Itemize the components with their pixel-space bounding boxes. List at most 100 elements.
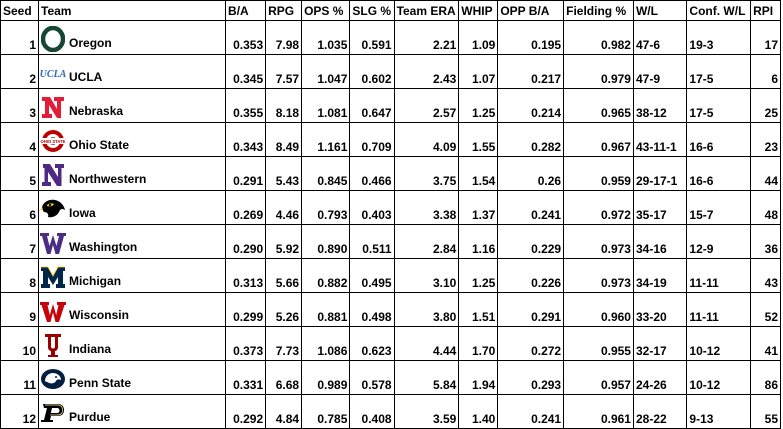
team-cell: Indiana [38,326,227,361]
rpg-cell: 5.26 [265,292,303,327]
team-cell: Purdue [38,394,227,429]
ohio-state-logo-icon: OHIO STATE [40,128,67,154]
wl-cell: 33-20 [632,292,688,327]
ops-cell: 1.035 [301,20,351,55]
whip-cell: 1.25 [458,258,499,293]
ops-cell: 0.793 [301,190,351,225]
whip-cell: 1.09 [458,20,499,55]
rpi-cell: 43 [750,258,781,293]
table-row: 3 Nebraska 0.355 8.18 1.081 0.647 2.57 1… [0,88,781,123]
opp-ba-cell: 0.282 [497,122,565,157]
conf-wl-cell: 12-9 [686,224,752,259]
team-cell: OHIO STATE Ohio State [38,122,227,157]
header-opp-ba: OPP B/A [497,0,565,21]
team-cell: Iowa [38,190,227,225]
team-cell: Oregon [38,20,227,55]
ucla-script-logo-icon: UCLA [40,60,66,86]
whip-cell: 1.07 [458,54,499,89]
rpi-cell: 55 [750,394,781,429]
header-rpi: RPI [750,0,781,21]
team-name: Iowa [69,206,96,220]
rpi-cell: 17 [750,20,781,55]
opp-ba-cell: 0.241 [497,190,565,225]
era-cell: 2.57 [393,88,460,123]
wl-cell: 47-6 [632,20,688,55]
team-cell: Michigan [38,258,227,293]
ba-cell: 0.313 [225,258,267,293]
rpg-cell: 7.73 [265,326,303,361]
whip-cell: 1.55 [458,122,499,157]
whip-cell: 1.37 [458,190,499,225]
rpi-cell: 41 [750,326,781,361]
fielding-cell: 0.955 [563,326,634,361]
conf-wl-cell: 17-5 [686,88,752,123]
fielding-cell: 0.965 [563,88,634,123]
rpg-cell: 5.92 [265,224,303,259]
rpg-cell: 5.43 [265,156,303,191]
wl-cell: 34-16 [632,224,688,259]
iowa-hawkeye-logo-icon [40,196,66,222]
team-name: Michigan [69,274,122,288]
team-name: Purdue [69,410,111,424]
ba-cell: 0.331 [225,360,267,395]
fielding-cell: 0.972 [563,190,634,225]
header-fielding: Fielding % [563,0,634,21]
seed-cell: 2 [0,54,40,89]
ops-cell: 0.890 [301,224,351,259]
slg-cell: 0.591 [349,20,395,55]
era-cell: 2.43 [393,54,460,89]
conf-wl-cell: 10-12 [686,360,752,395]
team-cell: Northwestern [38,156,227,191]
team-cell: Penn State [38,360,227,395]
penn-state-lion-logo-icon [40,366,66,392]
ba-cell: 0.299 [225,292,267,327]
ba-cell: 0.269 [225,190,267,225]
rpg-cell: 7.57 [265,54,303,89]
header-seed: Seed [0,0,40,21]
ops-cell: 0.845 [301,156,351,191]
slg-cell: 0.602 [349,54,395,89]
fielding-cell: 0.973 [563,224,634,259]
opp-ba-cell: 0.229 [497,224,565,259]
slg-cell: 0.466 [349,156,395,191]
header-slg: SLG % [349,0,395,21]
conf-wl-cell: 16-6 [686,122,752,157]
team-name: Nebraska [69,104,124,118]
fielding-cell: 0.967 [563,122,634,157]
header-conf-wl: Conf. W/L [686,0,752,21]
ops-cell: 0.882 [301,258,351,293]
wl-cell: 47-9 [632,54,688,89]
ba-cell: 0.345 [225,54,267,89]
ba-cell: 0.353 [225,20,267,55]
team-name: Penn State [69,376,132,390]
rpg-cell: 5.66 [265,258,303,293]
wl-cell: 35-17 [632,190,688,225]
indiana-iu-logo-icon [40,332,66,358]
ops-cell: 1.047 [301,54,351,89]
seed-cell: 8 [0,258,40,293]
table-row: 10 Indiana 0.373 7.73 1.086 0.623 4.44 1… [0,326,781,361]
team-cell: Wisconsin [38,292,227,327]
conf-wl-cell: 11-11 [686,292,752,327]
header-team: Team [38,0,227,21]
ba-cell: 0.373 [225,326,267,361]
seed-cell: 6 [0,190,40,225]
wl-cell: 29-17-1 [632,156,688,191]
era-cell: 5.84 [393,360,460,395]
slg-cell: 0.578 [349,360,395,395]
header-row: Seed Team B/A RPG OPS % SLG % Team ERA W… [0,0,781,21]
header-ops: OPS % [301,0,351,21]
whip-cell: 1.94 [458,360,499,395]
rpg-cell: 4.84 [265,394,303,429]
seed-cell: 3 [0,88,40,123]
table-row: 5 Northwestern 0.291 5.43 0.845 0.466 3.… [0,156,781,191]
rpg-cell: 6.68 [265,360,303,395]
conf-wl-cell: 10-12 [686,326,752,361]
seed-cell: 9 [0,292,40,327]
table-row: 1 Oregon 0.353 7.98 1.035 0.591 2.21 1.0… [0,20,781,55]
opp-ba-cell: 0.214 [497,88,565,123]
team-cell: Washington [38,224,227,259]
rpg-cell: 8.49 [265,122,303,157]
wl-cell: 24-26 [632,360,688,395]
opp-ba-cell: 0.291 [497,292,565,327]
